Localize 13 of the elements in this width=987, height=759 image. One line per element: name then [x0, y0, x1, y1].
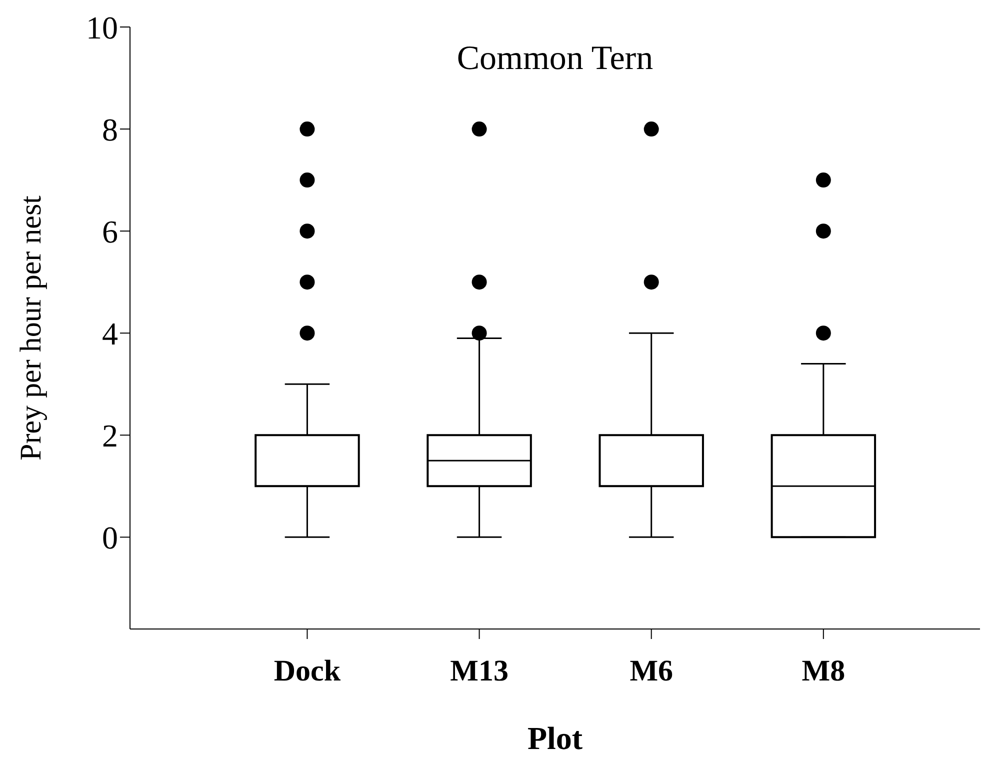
y-tick-label: 6 [102, 213, 118, 250]
x-tick-label: M6 [630, 654, 674, 688]
x-tick-label: Dock [274, 654, 341, 688]
y-tick-label: 10 [86, 9, 118, 46]
y-tick-label: 2 [102, 417, 118, 454]
y-axis-title: Prey per hour per nest [14, 194, 48, 460]
y-tick-label: 8 [102, 111, 118, 148]
x-tick-label: M13 [450, 654, 508, 688]
chart-title: Common Tern [456, 40, 654, 78]
y-tick-label: 4 [102, 315, 118, 352]
x-tick-label: M8 [802, 654, 846, 688]
y-tick-label: 0 [102, 520, 118, 556]
x-axis-title: Plot [527, 720, 583, 756]
